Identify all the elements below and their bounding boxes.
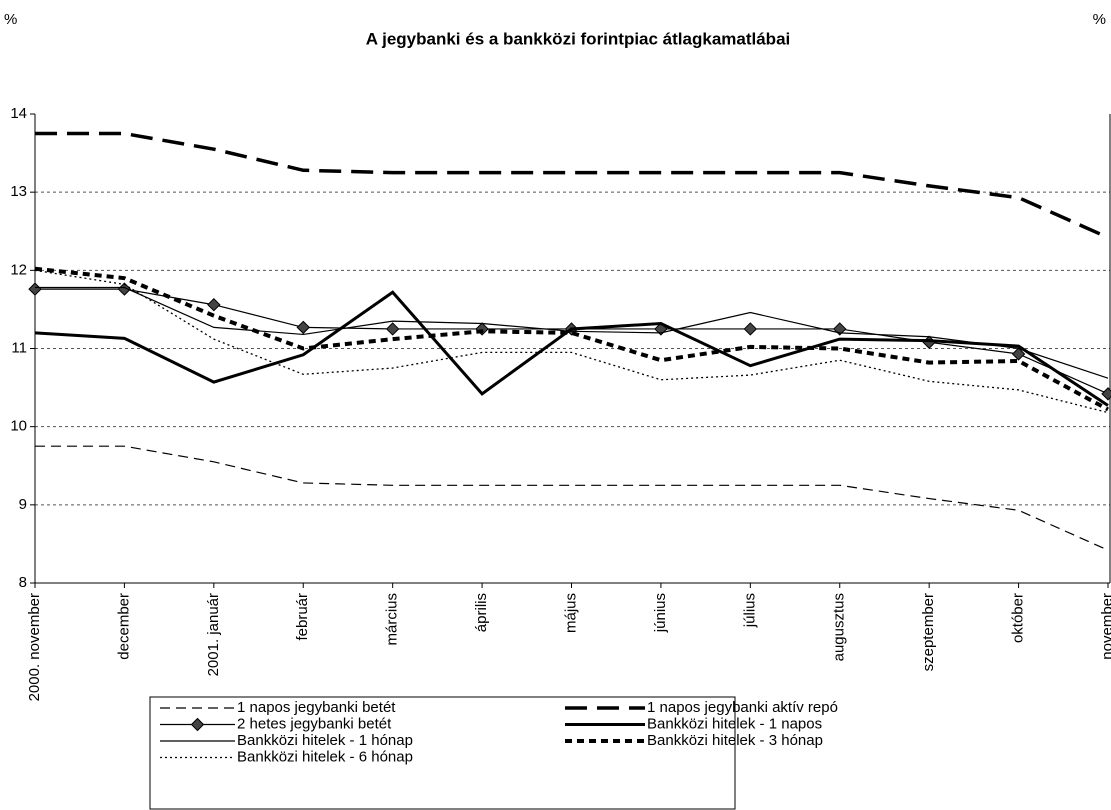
series-line	[35, 445, 1109, 551]
legend-label: 2 hetes jegybanki betét	[237, 715, 392, 732]
series-line	[34, 269, 1109, 414]
x-tick-label: november	[1099, 593, 1111, 660]
x-tick-label: december	[115, 593, 132, 660]
series-line	[35, 286, 1109, 379]
legend-label: Bankközi hitelek - 1 hónap	[237, 732, 413, 749]
chart-title: A jegybanki és a bankközi forintpiac átl…	[366, 29, 791, 48]
y-tick-label: 10	[10, 418, 27, 435]
point-marker	[385, 322, 400, 336]
point-marker	[296, 320, 310, 335]
x-tick-label: 2001. január	[205, 593, 222, 676]
legend-label: 1 napos jegybanki betét	[237, 699, 396, 716]
series-line	[34, 290, 1109, 407]
point-marker	[207, 298, 221, 312]
x-tick-label: június	[652, 593, 669, 633]
legend-label: Bankközi hitelek - 6 hónap	[237, 748, 413, 765]
y-axis-label: %	[4, 11, 17, 28]
y-tick-label: 13	[10, 183, 27, 200]
series-line	[34, 266, 1109, 412]
y-tick-label: 12	[10, 261, 27, 278]
x-tick-label: július	[741, 593, 758, 628]
legend-label: 1 napos jegybanki aktív repó	[647, 699, 838, 716]
legend-marker	[190, 717, 205, 732]
x-tick-label: március	[384, 593, 401, 646]
x-tick-label: augusztus	[831, 593, 848, 661]
x-tick-label: február	[294, 593, 311, 641]
x-tick-label: április	[473, 593, 490, 632]
x-tick-label: május	[562, 593, 579, 633]
point-marker	[743, 322, 758, 336]
point-marker	[28, 282, 42, 296]
y-tick-label: 11	[11, 339, 27, 356]
y-tick-label: 9	[19, 496, 27, 513]
point-marker	[1011, 347, 1026, 361]
series-line	[35, 131, 1109, 240]
y-tick-label: 8	[19, 574, 27, 591]
x-tick-label: 2000. november	[26, 593, 43, 701]
y-tick-label: 14	[10, 105, 27, 122]
x-tick-label: október	[1010, 593, 1027, 643]
legend-label: Bankközi hitelek - 3 hónap	[647, 732, 823, 749]
legend-box	[149, 696, 736, 810]
point-marker	[1101, 387, 1111, 401]
x-tick-label: szeptember	[920, 593, 937, 671]
legend-label: Bankközi hitelek - 1 napos	[647, 715, 822, 732]
y2-axis-label: %	[1093, 11, 1106, 28]
